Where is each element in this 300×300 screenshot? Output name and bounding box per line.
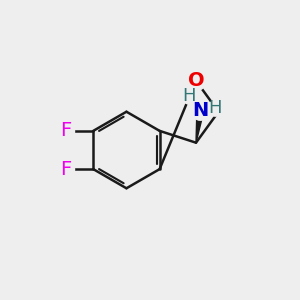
Text: O: O <box>188 71 204 90</box>
Text: H: H <box>208 99 222 117</box>
Text: N: N <box>192 101 208 120</box>
Text: H: H <box>182 87 196 105</box>
Text: F: F <box>60 122 71 140</box>
Polygon shape <box>196 110 204 143</box>
Text: F: F <box>60 160 71 178</box>
